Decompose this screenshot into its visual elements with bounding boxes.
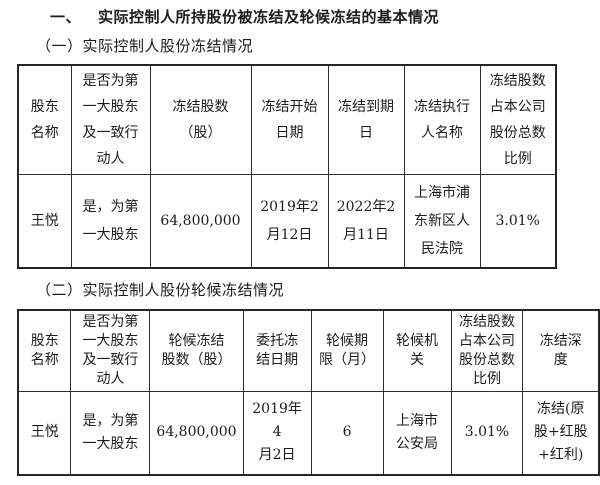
t2-header-queued-frozen-shares: 轮候冻结 股数（股） — [149, 309, 244, 392]
t1-header-freeze-executor: 冻结执行 人名称 — [403, 64, 481, 175]
queued-freeze-table-row: 王悦 是，为第 一大股东 64,800,000 2019年4 月2日 6 上海市… — [17, 390, 600, 476]
t2-header-frozen-share-ratio: 冻结股数 占本公司 股份总数 比例 — [450, 309, 524, 392]
page-title: 一、 实际控制人所持股份被冻结及轮候冻结的基本情况 — [50, 8, 600, 26]
t1-cell-freeze-start-date: 2019年2 月12日 — [250, 174, 329, 268]
t2-header-queue-authority: 轮候机 关 — [382, 309, 452, 392]
t2-header-largest-shareholder-status: 是否为第 一大股东 及一致行 动人 — [70, 309, 151, 392]
t1-header-shareholder-name: 股东 名称 — [17, 64, 72, 175]
t2-cell-largest-shareholder-status: 是，为第 一大股东 — [70, 390, 151, 476]
t1-header-freeze-start-date: 冻结开始 日期 — [250, 64, 329, 175]
freeze-table: 股东 名称 是否为第 一大股东 及一致行 动人 冻结股数 （股） 冻结开始 日期… — [17, 64, 557, 269]
t2-header-shareholder-name: 股东 名称 — [17, 309, 72, 392]
t1-cell-largest-shareholder-status: 是，为第 一大股东 — [70, 174, 151, 268]
queued-freeze-table-header-row: 股东 名称 是否为第 一大股东 及一致行 动人 轮候冻结 股数（股） 委托冻 结… — [17, 309, 600, 392]
t1-header-freeze-expiry-date: 冻结到期 日 — [327, 64, 405, 175]
t1-header-frozen-shares: 冻结股数 （股） — [149, 64, 252, 175]
t2-cell-shareholder-name: 王悦 — [17, 390, 72, 476]
t2-cell-queue-period-months: 6 — [310, 390, 384, 476]
freeze-table-row: 王悦 是，为第 一大股东 64,800,000 2019年2 月12日 2022… — [17, 174, 557, 268]
section2-title: （二）实际控制人股份轮候冻结情况 — [36, 280, 285, 299]
t2-cell-entrusted-freeze-date: 2019年4 月2日 — [242, 390, 312, 476]
section1-title: （一）实际控制人股份冻结情况 — [36, 37, 254, 55]
freeze-table-header-row: 股东 名称 是否为第 一大股东 及一致行 动人 冻结股数 （股） 冻结开始 日期… — [17, 64, 557, 175]
t1-cell-frozen-share-ratio: 3.01% — [479, 174, 557, 268]
t2-cell-freeze-depth: 冻结(原 股+红股 +红利) — [522, 390, 600, 476]
t1-cell-frozen-shares: 64,800,000 — [149, 174, 252, 268]
heading-text: 实际控制人所持股份被冻结及轮候冻结的基本情况 — [98, 8, 440, 26]
t2-cell-queue-authority: 上海市 公安局 — [382, 390, 452, 476]
queued-freeze-table: 股东 名称 是否为第 一大股东 及一致行 动人 轮候冻结 股数（股） 委托冻 结… — [17, 308, 600, 476]
t2-cell-queued-frozen-shares: 64,800,000 — [149, 390, 244, 476]
heading-number: 一、 — [50, 8, 82, 26]
t1-cell-freeze-expiry-date: 2022年2 月11日 — [327, 174, 405, 268]
t1-header-frozen-share-ratio: 冻结股数 占本公司 股份总数 比例 — [479, 64, 557, 175]
t2-header-freeze-depth: 冻结深 度 — [522, 309, 600, 392]
t1-cell-freeze-executor: 上海市浦 东新区人 民法院 — [403, 174, 481, 268]
t1-cell-shareholder-name: 王悦 — [17, 174, 72, 268]
t2-header-queue-period-months: 轮候期 限（月） — [310, 309, 384, 392]
t1-header-largest-shareholder-status: 是否为第 一大股东 及一致行 动人 — [70, 64, 151, 175]
t2-cell-frozen-share-ratio: 3.01% — [450, 390, 524, 476]
t2-header-entrusted-freeze-date: 委托冻 结日期 — [242, 309, 312, 392]
document-page: 一、 实际控制人所持股份被冻结及轮候冻结的基本情况 （一）实际控制人股份冻结情况 … — [0, 8, 600, 476]
